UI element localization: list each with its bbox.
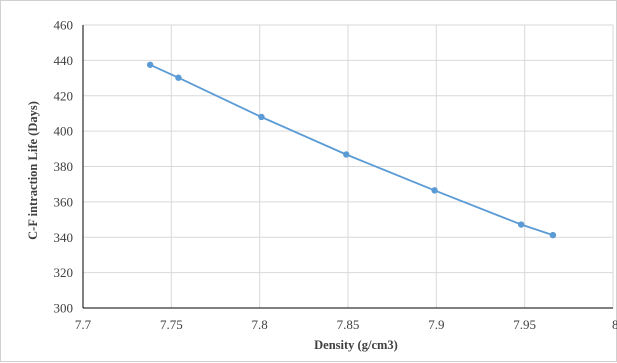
y-tick-label: 440	[54, 53, 74, 68]
x-tick-label: 8	[612, 317, 617, 332]
y-tick-label: 460	[54, 18, 74, 33]
data-point	[550, 232, 556, 238]
grid-layer	[83, 25, 613, 308]
y-tick-label: 360	[54, 194, 74, 209]
x-axis-title: Density (g/cm3)	[314, 338, 398, 352]
data-point	[343, 151, 349, 157]
y-tick-label: 300	[54, 301, 74, 316]
data-point	[258, 114, 264, 120]
data-point	[431, 187, 437, 193]
series-layer	[147, 62, 556, 239]
x-tick-label: 7.95	[513, 317, 536, 332]
y-tick-label: 320	[54, 265, 74, 280]
label-layer: 300 320 340 360 380 400 420 440 460 7.7 7.75 7.8 7.8…	[54, 18, 617, 333]
y-axis-title: C-F intraction Life (Days)	[26, 101, 40, 240]
series-line	[150, 65, 553, 235]
y-tick-label: 340	[54, 230, 74, 245]
x-tick-label: 7.8	[252, 317, 268, 332]
x-tick-label: 7.7	[75, 317, 92, 332]
y-tick-label: 420	[54, 88, 74, 103]
x-tick-label: 7.75	[160, 317, 183, 332]
data-point	[518, 221, 524, 227]
y-tick-label: 400	[54, 124, 74, 139]
x-tick-label: 7.9	[428, 317, 444, 332]
data-point	[175, 75, 181, 81]
y-tick-label: 380	[54, 159, 74, 174]
x-tick-label: 7.85	[337, 317, 360, 332]
data-point	[147, 62, 153, 68]
